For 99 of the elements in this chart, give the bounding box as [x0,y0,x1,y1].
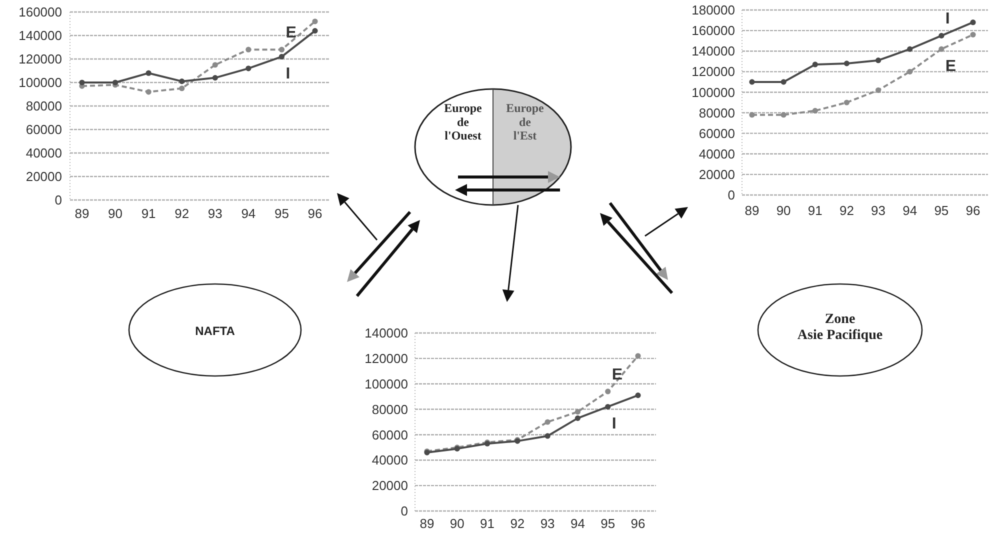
series-label: E [286,24,297,42]
point [938,46,944,52]
series-label: I [286,66,290,83]
y-tick-label: 100000 [18,75,62,90]
point [146,70,152,76]
point [749,79,755,85]
y-tick-label: 60000 [26,122,62,138]
text: NAFTA [195,324,236,338]
y-tick-label: 100000 [364,376,408,392]
x-tick-label: 96 [966,203,980,218]
y-tick-label: 140000 [18,28,62,44]
y-tick-label: 20000 [26,169,62,184]
point [812,62,818,68]
point [635,353,641,359]
x-tick-label: 95 [934,203,949,218]
point [79,80,85,86]
point [246,46,252,52]
x-tick-label: 94 [241,206,256,221]
point [544,433,550,439]
point [212,62,218,68]
x-tick-label: 90 [108,206,123,221]
y-tick-label: 80000 [26,98,62,114]
text: Europe de l'Ouest [444,101,483,143]
x-tick-label: 95 [600,516,616,531]
point [278,46,285,52]
point [780,112,786,118]
x-tick-label: 93 [871,203,886,218]
point [938,32,944,38]
series-label: E [945,58,956,76]
y-tick-label: 20000 [698,166,735,182]
y-tick-label: 0 [728,188,735,203]
x-tick-label: 89 [744,203,760,218]
x-tick-label: 96 [308,206,322,221]
point [844,100,850,106]
point [574,409,581,415]
y-tick-label: 120000 [18,52,62,67]
point [212,75,218,81]
series-label: I [612,416,616,433]
x-tick-label: 92 [174,206,190,221]
y-tick-label: 120000 [692,64,735,80]
x-tick-label: 93 [208,206,222,221]
x-tick-label: 89 [420,516,434,531]
text: Zone Asie Pacifique [797,312,883,344]
point [875,58,882,64]
x-tick-label: 91 [141,206,156,221]
x-tick-label: 91 [808,203,822,218]
x-tick-label: 91 [480,516,495,531]
x-tick-label: 89 [74,206,90,221]
series-label: E [612,366,623,384]
x-tick-label: 92 [839,203,854,218]
x-tick-label: 96 [630,516,646,531]
x-tick-label: 94 [902,203,918,218]
point [907,46,913,52]
x-tick-label: 94 [570,516,585,531]
y-tick-label: 40000 [372,452,408,468]
y-tick-label: 160000 [18,4,62,20]
point [544,419,550,425]
point [179,86,185,92]
point [970,32,976,38]
point [970,20,976,26]
point [907,68,913,74]
x-tick-label: 93 [540,516,555,531]
point [780,79,786,85]
point [605,404,611,410]
y-tick-label: 160000 [692,23,735,38]
y-tick-label: 80000 [698,105,735,120]
y-tick-label: 140000 [692,44,735,59]
x-tick-label: 95 [274,206,289,221]
y-tick-label: 120000 [364,350,408,366]
point [246,66,252,72]
y-tick-label: 20000 [372,478,408,494]
y-tick-label: 180000 [692,2,735,18]
y-tick-label: 0 [400,504,408,519]
point [278,54,285,60]
y-tick-label: 60000 [372,427,408,442]
point [749,112,755,118]
point [812,108,818,114]
y-tick-label: 80000 [372,402,408,417]
point [844,60,850,66]
y-tick-label: 60000 [698,126,735,141]
x-tick-label: 90 [776,203,791,218]
point [112,80,118,86]
y-tick-label: 140000 [364,326,408,341]
x-tick-label: 90 [450,516,464,531]
text: Europe de l'Est [506,101,545,143]
y-tick-label: 100000 [692,84,735,100]
point [312,18,318,24]
series-label: I [945,10,950,28]
x-tick-label: 92 [510,516,525,531]
point [179,78,185,84]
point [574,415,581,421]
y-tick-label: 40000 [26,146,62,161]
point [635,392,641,398]
point [146,89,152,95]
point [875,87,882,93]
y-tick-label: 0 [54,192,62,208]
point [312,28,318,34]
point [605,388,611,394]
y-tick-label: 40000 [698,146,735,162]
